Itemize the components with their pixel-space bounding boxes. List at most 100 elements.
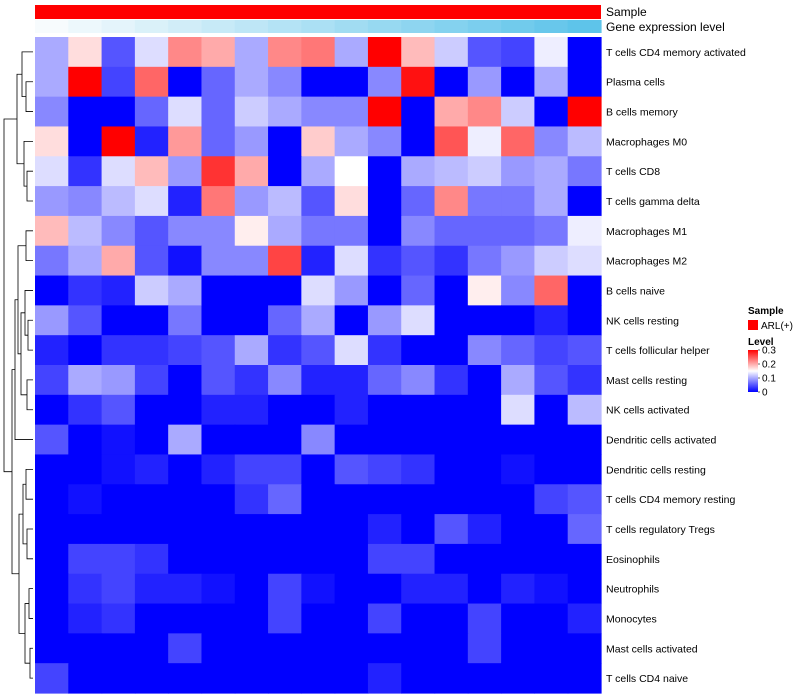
heatmap-cell — [234, 514, 269, 545]
heatmap-cell — [68, 96, 103, 128]
legend-tick-label: 0.1 — [762, 374, 776, 385]
heatmap-cell — [467, 394, 502, 426]
heatmap-cell — [467, 335, 502, 366]
heatmap-cell — [268, 514, 302, 545]
heatmap-cell — [334, 37, 369, 68]
heatmap-cell — [501, 454, 536, 485]
heatmap-cell — [534, 484, 569, 515]
heatmap-cell — [501, 394, 536, 426]
row-label: Monocytes — [606, 613, 657, 625]
heatmap-cell — [134, 633, 169, 664]
heatmap-cell — [367, 245, 402, 277]
heatmap-cell — [268, 633, 302, 664]
heatmap-cell — [467, 66, 502, 98]
heatmap-cell — [134, 186, 169, 217]
annotation-expression-cell — [234, 20, 269, 33]
heatmap-cell — [234, 156, 269, 187]
heatmap-cell — [467, 215, 502, 247]
heatmap-cell — [35, 156, 69, 187]
heatmap-cell — [234, 245, 269, 277]
heatmap-cell — [467, 96, 502, 128]
heatmap-cell — [201, 186, 236, 217]
heatmap-cell — [35, 514, 69, 545]
heatmap-cell — [35, 365, 69, 396]
heatmap-cell — [334, 245, 369, 277]
annotation-tracks — [35, 5, 602, 33]
heatmap-cell — [301, 573, 336, 605]
heatmap-cell — [501, 245, 536, 277]
dendrogram-branch — [18, 513, 25, 634]
heatmap-cell — [101, 245, 136, 277]
legend-tick-label: 0 — [762, 388, 768, 399]
heatmap-cell — [534, 96, 569, 128]
heatmap-cell — [134, 394, 169, 426]
heatmap-cell — [434, 156, 469, 187]
annotation-expression-cell — [35, 20, 69, 33]
heatmap-cell — [234, 335, 269, 366]
heatmap-cell — [501, 633, 536, 664]
heatmap-cell — [401, 126, 436, 157]
heatmap-cell — [35, 37, 69, 68]
heatmap-cell — [334, 633, 369, 664]
heatmap-cell — [567, 37, 602, 68]
heatmap-cell — [334, 573, 369, 605]
heatmap-cell — [501, 66, 536, 98]
heatmap-cell — [401, 663, 436, 694]
heatmap-cell — [134, 454, 169, 485]
heatmap-cell — [268, 156, 302, 187]
annotation-expression-cell — [268, 20, 302, 33]
heatmap-cell — [168, 156, 203, 187]
heatmap-cell — [234, 365, 269, 396]
heatmap-cell — [134, 603, 169, 634]
heatmap-cell — [567, 156, 602, 187]
heatmap-cell — [334, 543, 369, 575]
legend-tick-label: 0.2 — [762, 360, 776, 371]
annotation-expression-cell — [434, 20, 469, 33]
heatmap-cell — [334, 305, 369, 336]
row-label: T cells CD8 — [606, 166, 660, 178]
heatmap-cell — [101, 603, 136, 634]
heatmap-cell — [401, 454, 436, 485]
dendrogram-branch — [25, 230, 33, 262]
dendrogram-branch — [11, 369, 19, 575]
heatmap-cell — [567, 66, 602, 98]
heatmap-cell — [68, 454, 103, 485]
heatmap-cell — [201, 245, 236, 277]
heatmap-cell — [467, 305, 502, 336]
legend-label-arl: ARL(+) — [761, 321, 793, 332]
heatmap-cell — [501, 335, 536, 366]
heatmap-cell — [234, 633, 269, 664]
heatmap-cells — [35, 37, 602, 694]
heatmap-cell — [434, 365, 469, 396]
heatmap-cell — [101, 484, 136, 515]
heatmap-cell — [101, 424, 136, 456]
heatmap-cell — [367, 215, 402, 247]
heatmap-cell — [467, 365, 502, 396]
legend-swatch-arl — [748, 320, 758, 330]
row-label: Plasma cells — [606, 77, 665, 89]
heatmap-cell — [367, 573, 402, 605]
heatmap-cell — [534, 543, 569, 575]
heatmap-cell — [68, 663, 103, 694]
annotation-expression-cell — [367, 20, 402, 33]
heatmap-cell — [134, 484, 169, 515]
heatmap-cell — [35, 275, 69, 306]
heatmap-cell — [367, 37, 402, 68]
heatmap-cell — [301, 484, 336, 515]
heatmap-cell — [201, 514, 236, 545]
row-label: Dendritic cells resting — [606, 464, 706, 476]
heatmap-cell — [301, 424, 336, 456]
heatmap-cell — [234, 275, 269, 306]
heatmap-cell — [268, 603, 302, 634]
heatmap-cell — [401, 186, 436, 217]
heatmap-cell — [101, 573, 136, 605]
dendrogram-branch — [27, 319, 33, 351]
heatmap-cell — [35, 335, 69, 366]
heatmap-cell — [567, 663, 602, 694]
heatmap-cell — [201, 543, 236, 575]
heatmap-cell — [367, 454, 402, 485]
heatmap-cell — [434, 215, 469, 247]
heatmap-cell — [334, 215, 369, 247]
heatmap-cell — [534, 37, 569, 68]
heatmap-cell — [534, 663, 569, 694]
